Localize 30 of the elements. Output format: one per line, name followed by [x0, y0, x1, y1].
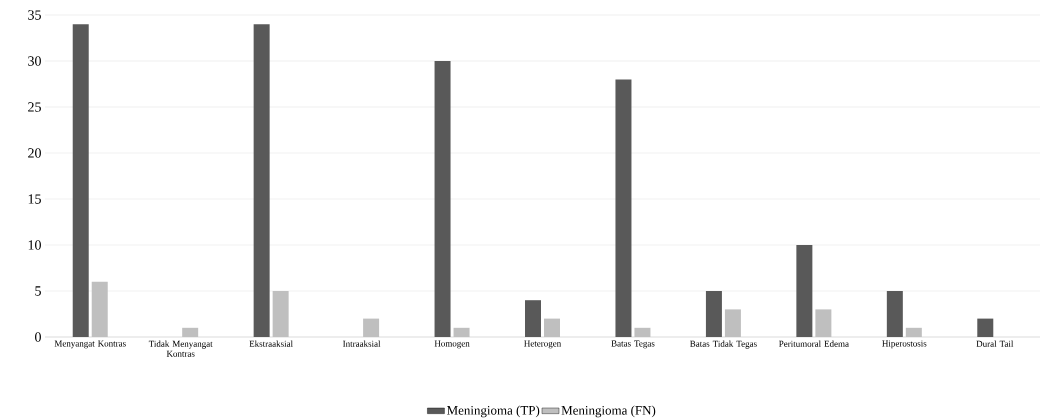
- x-tick-label: Tidak Menyangat Kontras: [148, 340, 213, 357]
- y-tick-label: 15: [28, 194, 41, 204]
- legend-label: Meningioma (FN): [561, 405, 656, 418]
- bar: [886, 291, 903, 337]
- x-tick-label: Homogen: [434, 340, 470, 349]
- y-tick-label: 10: [28, 240, 41, 250]
- y-tick-label: 0: [35, 332, 41, 342]
- x-tick-label: Ekstraaksial: [249, 340, 293, 347]
- x-tick-label: Dural Tail: [976, 340, 1014, 347]
- x-tick-label: Menyangat Kontras: [54, 340, 126, 349]
- x-tick-label: Hiperostosis: [882, 340, 927, 349]
- y-tick-label: 35: [28, 10, 41, 20]
- bar: [253, 24, 270, 337]
- x-tick-label: Batas Tegas: [611, 340, 655, 349]
- x-tick-label: Batas Tidak Tegas: [690, 340, 757, 349]
- bar: [525, 300, 541, 337]
- y-tick-label: 20: [28, 148, 41, 158]
- y-tick-label: 25: [28, 102, 41, 112]
- bar: [796, 245, 813, 337]
- bar: [977, 318, 994, 337]
- x-tick-label: Heterogen: [524, 340, 562, 349]
- bar: [72, 24, 89, 337]
- legend-label: Meningioma (TP): [447, 405, 540, 418]
- bar: [705, 291, 722, 337]
- x-tick-label: Peritumoral Edema: [779, 340, 849, 347]
- y-tick-label: 5: [35, 286, 41, 296]
- y-tick-label: 30: [28, 56, 41, 66]
- bar: [434, 61, 451, 337]
- bar: [615, 79, 632, 337]
- x-tick-label: Intraaksial: [343, 340, 381, 347]
